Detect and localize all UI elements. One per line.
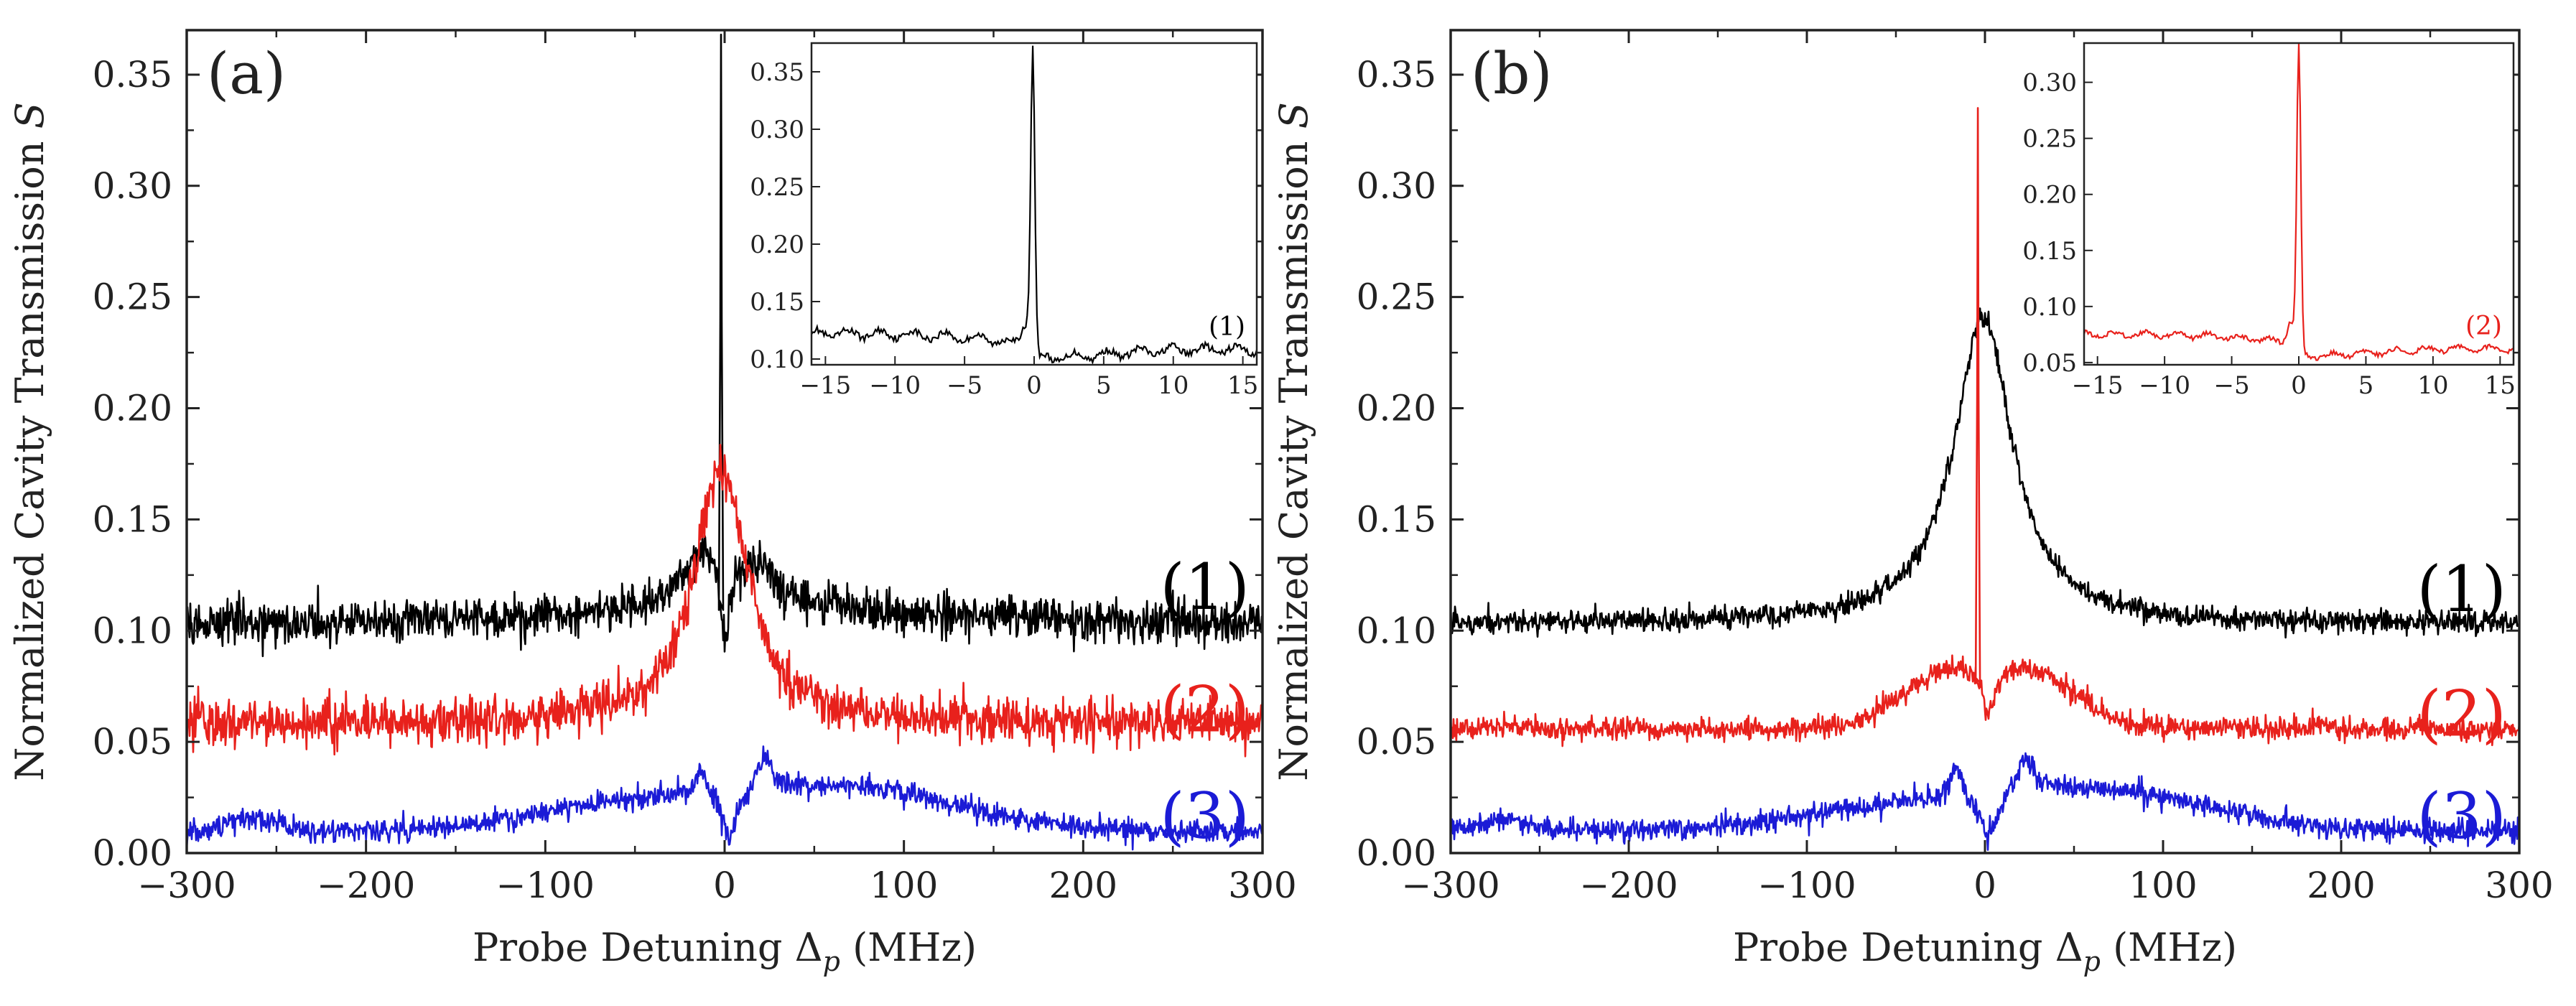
x-tick-label: −100 [496, 865, 595, 906]
y-axis-title: Normalized Cavity Transmission S [1271, 102, 1316, 781]
y-tick-label: 0.30 [1357, 165, 1436, 207]
x-tick-label: 300 [2485, 865, 2553, 906]
inset-x-tick-label: 15 [1227, 371, 1258, 400]
x-tick-label: 0 [713, 865, 736, 906]
inset-y-tick-label: 0.30 [750, 116, 804, 144]
x-axis-title-main: Probe Detuning Δ [473, 925, 823, 970]
y-axis-title-var: S [1271, 102, 1316, 129]
series-line-2 [1449, 107, 2521, 747]
curve-label-1: (1) [1160, 550, 1250, 624]
inset-y-tick-label: 0.20 [750, 230, 804, 259]
panel-label: (a) [207, 40, 286, 107]
inset-y-tick-label: 0.25 [750, 173, 804, 202]
inset-chart: −15 −10 −5 0 5 10 15 0.10 0.15 0.20 0.25 0.30 0.35 (1… [750, 42, 1258, 400]
y-tick-label: 0.10 [93, 610, 172, 651]
inset-x-tick-label: −5 [947, 371, 982, 400]
series-line-2 [185, 444, 1264, 758]
curve-label-3: (3) [1160, 779, 1250, 853]
y-tick-label: 0.25 [93, 276, 172, 318]
inset-y-tick-label: 0.25 [2022, 125, 2077, 154]
inset-y-tick-label: 0.10 [2022, 293, 2077, 322]
inset-y-tick-label: 0.10 [750, 345, 804, 374]
inset-y-tick-label: 0.20 [2022, 181, 2077, 210]
y-tick-label: 0.35 [1357, 54, 1436, 96]
series-line-1 [1449, 307, 2520, 639]
y-tick-label: 0.05 [1357, 721, 1436, 763]
panel-b: (1)(2)(3)−300 −200 −100 0 100 200 3000.000.050… [1271, 29, 2554, 977]
curve-label-2: (2) [2417, 677, 2506, 751]
y-tick-label: 0.15 [1357, 498, 1436, 540]
y-tick-label: 0.25 [1357, 276, 1436, 318]
inset-x-tick-label: 10 [1158, 371, 1189, 400]
inset-x-tick-label: 5 [2358, 371, 2374, 400]
panel-a: (1)(2)(3)−300 −200 −100 0 100 200 3000.000.050… [7, 29, 1297, 977]
y-tick-label: 0.20 [93, 388, 172, 429]
y-tick-label: 0.05 [93, 721, 172, 763]
y-tick-label: 0.20 [1357, 388, 1436, 429]
y-tick-label: 0.15 [93, 498, 172, 540]
x-tick-label: 100 [870, 865, 938, 906]
inset-x-tick-label: 10 [2417, 371, 2448, 400]
x-tick-label: −200 [1579, 865, 1678, 906]
y-tick-label: 0.10 [1357, 610, 1436, 651]
inset-chart: −15 −10 −5 0 5 10 15 0.05 0.10 0.15 0.20 0.25 0.30 (2… [2022, 42, 2516, 400]
inset-y-tick-label: 0.15 [2022, 237, 2077, 266]
inset-x-tick-label: 0 [1026, 371, 1042, 400]
inset-series-tag: (1) [1209, 312, 1245, 342]
y-axis-title-main: Normalized Cavity Transmission [7, 129, 52, 781]
inset-x-tick-label: −10 [869, 371, 921, 400]
series-line-3 [185, 745, 1264, 851]
y-tick-label: 0.00 [1357, 832, 1436, 874]
curve-label-2: (2) [1160, 672, 1250, 746]
inset-y-tick-label: 0.15 [750, 288, 804, 317]
x-tick-label: −300 [137, 865, 236, 906]
x-tick-label: −100 [1757, 865, 1856, 906]
series-line-1 [185, 33, 1264, 658]
x-tick-label: −200 [317, 865, 415, 906]
curve-label-1: (1) [2417, 552, 2506, 626]
x-tick-label: 200 [1049, 865, 1117, 906]
inset-y-tick-label: 0.30 [2022, 69, 2077, 98]
y-axis-title-var: S [7, 102, 52, 129]
x-tick-label: 200 [2307, 865, 2375, 906]
panel-label: (b) [1471, 40, 1553, 107]
series-line-3 [1449, 752, 2521, 851]
inset-series-tag: (2) [2465, 312, 2502, 341]
x-axis-title-subscript: p [2083, 946, 2101, 977]
inset-series-line [811, 45, 1258, 365]
y-axis-title: Normalized Cavity Transmission S [7, 102, 52, 781]
x-tick-label: 300 [1228, 865, 1296, 906]
x-tick-label: 0 [1973, 865, 1996, 906]
inset-x-tick-label: −10 [2139, 371, 2190, 400]
x-axis-title-main: Probe Detuning Δ [1733, 925, 2083, 970]
y-tick-label: 0.00 [93, 832, 172, 874]
x-axis-title: Probe Detuning Δp (MHz) [473, 925, 977, 977]
curve-label-3: (3) [2417, 779, 2506, 853]
inset-x-tick-label: 5 [1096, 371, 1112, 400]
inset-x-tick-label: −15 [799, 371, 851, 400]
y-axis-title-main: Normalized Cavity Transmission [1271, 129, 1316, 781]
inset-x-tick-label: 15 [2485, 371, 2516, 400]
x-tick-label: 100 [2129, 865, 2197, 906]
inset-y-tick-label: 0.05 [2022, 349, 2077, 378]
inset-x-tick-label: −5 [2214, 371, 2250, 400]
y-tick-label: 0.35 [93, 54, 172, 96]
x-axis-title: Probe Detuning Δp (MHz) [1733, 925, 2237, 977]
y-tick-label: 0.30 [93, 165, 172, 207]
x-axis-title-unit: (MHz) [840, 925, 977, 970]
inset-background [2084, 43, 2514, 365]
x-axis-title-subscript: p [823, 946, 840, 977]
inset-y-tick-label: 0.35 [750, 58, 804, 87]
inset-x-tick-label: 0 [2291, 371, 2307, 400]
x-axis-title-unit: (MHz) [2101, 925, 2237, 970]
inset-x-tick-label: −15 [2072, 371, 2124, 400]
x-tick-label: −300 [1401, 865, 1499, 906]
